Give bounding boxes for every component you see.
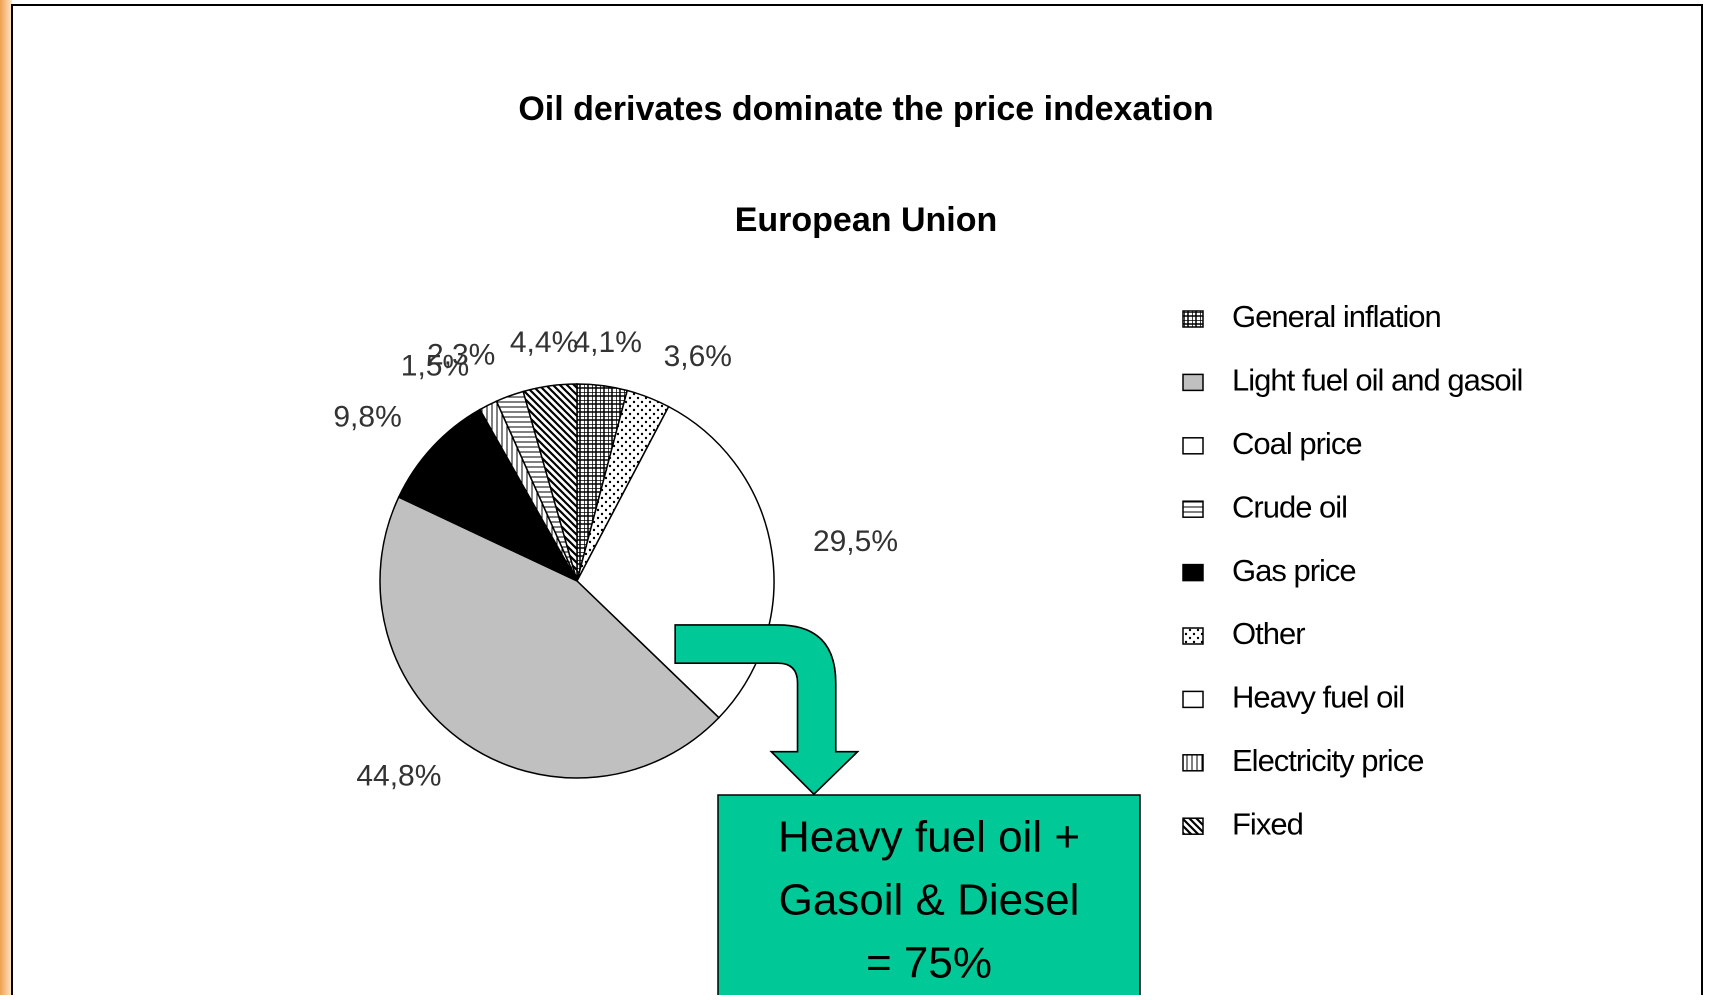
legend-label: Electricity price [1232,743,1423,778]
slice-label: 1,5% [401,350,469,383]
annotation-box [717,794,1141,1000]
arrow [674,624,860,796]
legend-swatch [1182,437,1204,455]
annotation-text: Gasoil & Diesel [779,876,1080,925]
legend-label: Gas price [1232,553,1356,588]
legend: General inflation Light fuel oil and gaso… [1182,299,1523,841]
legend-swatch [1182,310,1204,328]
legend-swatch [1182,373,1204,392]
slice-label: 3,6% [664,340,732,373]
chart-subtitle: European Union [735,201,998,239]
legend-label: General inflation [1232,299,1441,334]
left-edge [0,0,12,995]
annotation-text: = 75% [866,939,992,988]
slice-label: 2,3% [427,338,495,371]
chart-title: Oil derivates dominate the price indexat… [518,90,1213,128]
legend-swatch [1182,817,1204,835]
legend-label: Coal price [1232,426,1362,461]
legend-label: Fixed [1232,806,1303,841]
legend-swatch [1182,627,1204,645]
pie-slice [522,383,578,582]
legend-label: Light fuel oil and gasoil [1232,363,1522,398]
slice-label: 9,8% [333,400,401,433]
annotation-text: Heavy fuel oil + [778,813,1080,862]
legend-swatch [1182,690,1204,709]
legend-label: Crude oil [1232,489,1347,524]
slice-label: 44,8% [356,760,441,793]
pie: 4,1% 3,6% 29,5% 44,8% 9,8%1,5%2,3% 4,4% [333,326,898,793]
pie-slice [379,496,720,779]
slice-label: 29,5% [813,525,898,558]
legend-label: Other [1232,616,1305,651]
slice-label: 4,1% [574,326,642,359]
legend-swatch [1182,563,1204,582]
legend-swatch [1182,754,1204,772]
slice-label: 4,4% [510,326,578,359]
legend-label: Heavy fuel oil [1232,680,1404,715]
legend-swatch [1182,500,1204,518]
pie-slice [397,408,579,583]
